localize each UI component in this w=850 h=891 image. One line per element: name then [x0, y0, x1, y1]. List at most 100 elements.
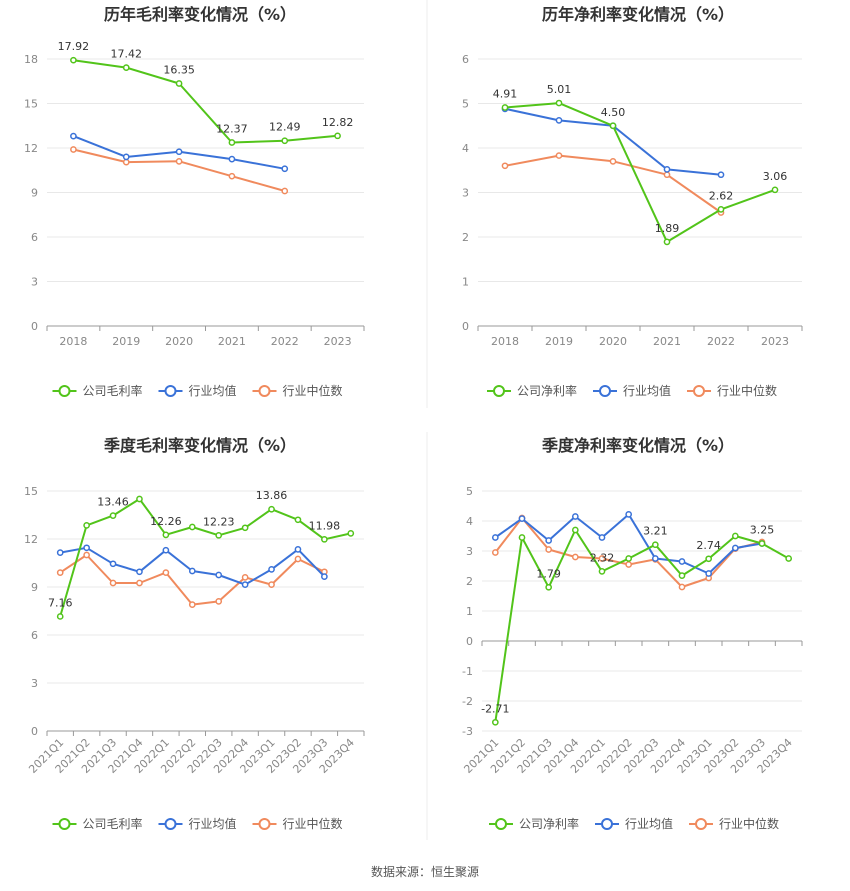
data-point-industry_avg[interactable] [162, 546, 170, 554]
data-point-industry_avg[interactable] [136, 568, 143, 576]
data-point-industry_avg[interactable] [491, 534, 499, 541]
data-point-industry_median[interactable] [545, 546, 553, 553]
data-point-company[interactable] [545, 583, 553, 591]
data-point-company[interactable] [215, 531, 223, 539]
data-point-industry_avg[interactable] [651, 555, 659, 562]
data-point-company[interactable] [785, 555, 793, 562]
data-point-industry_median[interactable] [598, 555, 606, 562]
data-point-industry_median[interactable] [83, 551, 90, 559]
data-point-industry_median[interactable] [678, 583, 686, 591]
data-point-industry_median[interactable] [122, 158, 130, 166]
legend-item-industry_avg[interactable]: 行业均值 [158, 383, 237, 398]
data-point-company[interactable] [598, 568, 606, 575]
data-point-industry_median[interactable] [109, 579, 117, 587]
data-point-company[interactable] [347, 530, 355, 537]
data-point-company[interactable] [705, 555, 713, 563]
data-point-industry_avg[interactable] [56, 549, 64, 556]
data-point-industry_avg[interactable] [731, 544, 739, 552]
legend-item-industry_median[interactable]: 行业中位数 [689, 816, 779, 831]
data-point-industry_median[interactable] [555, 152, 563, 159]
data-point-industry_avg[interactable] [717, 171, 725, 179]
data-point-company[interactable] [70, 56, 77, 64]
data-point-industry_avg[interactable] [188, 567, 196, 575]
data-point-industry_median[interactable] [175, 158, 183, 165]
data-point-industry_avg[interactable] [678, 558, 686, 565]
data-point-industry_avg[interactable] [122, 153, 130, 161]
data-point-industry_median[interactable] [294, 555, 302, 563]
data-point-industry_median[interactable] [70, 146, 77, 153]
data-point-company[interactable] [717, 206, 725, 213]
legend-item-industry_avg[interactable]: 行业均值 [158, 816, 237, 831]
legend-item-industry_median[interactable]: 行业中位数 [252, 816, 343, 831]
data-point-industry_avg[interactable] [545, 537, 553, 544]
data-point-industry_avg[interactable] [294, 546, 302, 553]
data-point-company[interactable] [241, 524, 249, 532]
data-point-company[interactable] [122, 64, 130, 71]
data-point-industry_avg[interactable] [268, 566, 275, 573]
data-point-industry_avg[interactable] [241, 581, 249, 588]
data-point-company[interactable] [281, 137, 289, 145]
data-point-company[interactable] [83, 522, 90, 529]
legend-item-industry_median[interactable]: 行业中位数 [687, 383, 777, 398]
data-point-industry_avg[interactable] [571, 513, 579, 520]
legend-item-company[interactable]: 公司毛利率 [52, 383, 143, 398]
data-point-company[interactable] [651, 541, 659, 549]
data-point-company[interactable] [109, 512, 117, 519]
data-point-industry_avg[interactable] [228, 155, 236, 163]
data-point-industry_avg[interactable] [625, 511, 633, 518]
data-point-company[interactable] [294, 516, 302, 524]
data-point-industry_median[interactable] [625, 561, 633, 568]
data-point-industry_avg[interactable] [109, 560, 117, 568]
data-point-industry_avg[interactable] [663, 166, 671, 173]
data-point-company[interactable] [731, 532, 739, 540]
legend-item-industry_median[interactable]: 行业中位数 [252, 383, 343, 398]
data-point-company[interactable] [771, 186, 779, 194]
data-point-industry_median[interactable] [228, 172, 236, 180]
data-point-industry_avg[interactable] [281, 165, 289, 173]
data-point-company[interactable] [188, 523, 196, 531]
data-point-industry_median[interactable] [501, 162, 509, 170]
data-point-industry_median[interactable] [215, 598, 223, 605]
data-point-company[interactable] [334, 132, 341, 140]
data-point-industry_median[interactable] [268, 581, 275, 588]
data-point-industry_median[interactable] [136, 579, 143, 587]
data-point-company[interactable] [571, 526, 579, 534]
data-point-company[interactable] [555, 99, 563, 107]
data-point-industry_median[interactable] [281, 187, 289, 195]
data-point-company[interactable] [518, 534, 526, 541]
data-point-company[interactable] [175, 80, 183, 87]
legend-item-company[interactable]: 公司净利率 [487, 383, 577, 398]
data-point-company[interactable] [501, 104, 509, 111]
data-point-industry_median[interactable] [241, 574, 249, 581]
legend-item-industry_avg[interactable]: 行业均值 [593, 383, 671, 398]
data-point-company[interactable] [136, 495, 143, 503]
data-point-industry_avg[interactable] [175, 148, 183, 156]
legend-item-company[interactable]: 公司毛利率 [52, 816, 143, 831]
data-point-industry_avg[interactable] [321, 573, 328, 580]
data-point-industry_median[interactable] [188, 601, 196, 608]
data-point-industry_median[interactable] [491, 549, 499, 556]
data-point-company[interactable] [162, 531, 170, 539]
data-point-industry_avg[interactable] [70, 132, 77, 140]
data-point-industry_avg[interactable] [83, 544, 90, 552]
data-point-industry_avg[interactable] [598, 534, 606, 541]
data-point-industry_avg[interactable] [705, 570, 713, 577]
data-point-industry_median[interactable] [56, 569, 64, 576]
data-point-company[interactable] [678, 572, 686, 579]
legend-item-industry_avg[interactable]: 行业均值 [595, 816, 673, 831]
data-point-industry_median[interactable] [162, 569, 170, 576]
data-point-company[interactable] [56, 613, 64, 620]
data-point-industry_median[interactable] [571, 553, 579, 561]
data-point-company[interactable] [268, 505, 275, 513]
data-point-company[interactable] [625, 555, 633, 562]
data-point-company[interactable] [321, 535, 328, 543]
data-point-industry_avg[interactable] [215, 571, 223, 579]
data-point-company[interactable] [663, 238, 671, 246]
data-point-industry_median[interactable] [609, 158, 617, 165]
legend-item-company[interactable]: 公司净利率 [489, 816, 579, 831]
data-point-industry_avg[interactable] [518, 515, 526, 522]
data-point-company[interactable] [491, 718, 499, 726]
data-point-industry_avg[interactable] [555, 117, 563, 124]
data-point-company[interactable] [609, 122, 617, 130]
data-point-industry_median[interactable] [663, 171, 671, 179]
